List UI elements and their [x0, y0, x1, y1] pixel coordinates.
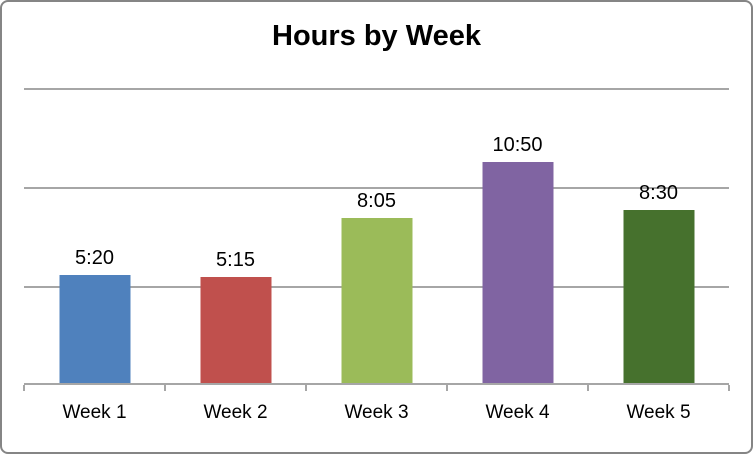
bar	[482, 162, 553, 385]
x-axis-label: Week 5	[626, 402, 691, 423]
bar-value-label: 8:05	[357, 190, 396, 212]
axis-tick	[728, 385, 730, 391]
axis-tick	[23, 385, 25, 391]
bar	[623, 210, 694, 385]
x-axis-label: Week 3	[344, 402, 409, 423]
bar-value-label: 10:50	[492, 134, 543, 156]
bar	[59, 275, 130, 385]
bar-column: 8:05 Week 3	[306, 88, 447, 423]
bar-value-label: 5:15	[216, 249, 255, 271]
bar	[341, 218, 412, 385]
chart-title: Hours by Week	[272, 20, 481, 52]
axis-tick	[164, 385, 166, 391]
x-axis-label: Week 1	[62, 402, 127, 423]
bar-column: 8:30 Week 5	[588, 88, 729, 423]
bar-column: 5:15 Week 2	[165, 88, 306, 423]
bar	[200, 277, 271, 385]
axis-tick	[305, 385, 307, 391]
x-axis-label: Week 2	[203, 402, 268, 423]
x-axis-label: Week 4	[485, 402, 550, 423]
axis-tick	[446, 385, 448, 391]
x-axis-line	[24, 383, 729, 385]
bar-value-label: 5:20	[75, 247, 114, 269]
plot-area: 5:20 Week 1 5:15 Week 2 8:05 Week 3 10:50 Week …	[23, 88, 730, 423]
bar-value-label: 8:30	[639, 182, 678, 204]
gridline	[24, 187, 729, 189]
axis-tick	[587, 385, 589, 391]
bar-column: 10:50 Week 4	[447, 88, 588, 423]
bar-column: 5:20 Week 1	[24, 88, 165, 423]
gridline	[24, 88, 729, 90]
